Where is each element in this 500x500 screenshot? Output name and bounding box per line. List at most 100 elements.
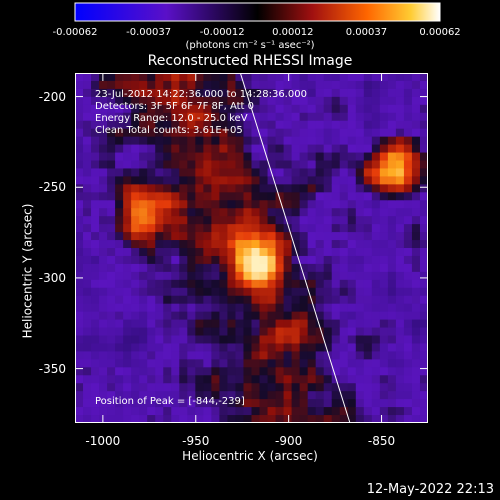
heatmap-cell xyxy=(131,255,140,265)
heatmap-cell xyxy=(355,160,365,170)
heatmap-cell xyxy=(403,407,413,416)
heatmap-cell xyxy=(339,208,349,217)
heatmap-cell xyxy=(299,232,309,241)
heatmap-cell xyxy=(323,136,333,146)
heatmap-cell xyxy=(299,383,309,392)
heatmap-cell xyxy=(179,152,188,162)
heatmap-cell xyxy=(419,128,428,138)
heatmap-cell xyxy=(243,136,253,146)
heatmap-cell xyxy=(307,96,317,106)
heatmap-cell xyxy=(131,128,140,138)
heatmap-cell xyxy=(155,73,164,82)
heatmap-cell xyxy=(387,263,397,273)
heatmap-cell xyxy=(419,391,428,400)
heatmap-cell xyxy=(411,232,421,241)
heatmap-cell xyxy=(299,319,309,329)
heatmap-cell xyxy=(219,343,229,352)
heatmap-cell xyxy=(355,287,365,297)
heatmap-cell xyxy=(195,128,204,138)
heatmap-cell xyxy=(179,327,188,337)
heatmap-cell xyxy=(379,399,389,408)
heatmap-cell xyxy=(395,104,405,114)
heatmap-cell xyxy=(227,279,237,289)
heatmap-cell xyxy=(283,399,293,408)
heatmap-cell xyxy=(187,200,196,209)
heatmap-cell xyxy=(259,263,269,273)
heatmap-cell xyxy=(371,96,381,106)
heatmap-cell xyxy=(299,112,309,122)
heatmap-cell xyxy=(131,335,140,345)
heatmap-cell xyxy=(115,208,124,217)
heatmap-cell xyxy=(139,240,148,249)
heatmap-cell xyxy=(363,391,373,400)
heatmap-cell xyxy=(131,152,140,162)
heatmap-cell xyxy=(179,216,188,225)
heatmap-cell xyxy=(99,240,108,249)
heatmap-cell xyxy=(419,255,428,265)
heatmap-cell xyxy=(99,415,108,423)
heatmap-cell xyxy=(363,128,373,138)
heatmap-cell xyxy=(323,168,333,177)
heatmap-cell xyxy=(355,295,365,305)
heatmap-cell xyxy=(163,367,172,376)
heatmap-cell xyxy=(211,287,221,297)
heatmap-cell xyxy=(315,208,325,217)
heatmap-cell xyxy=(371,136,381,146)
heatmap-cell xyxy=(291,303,301,313)
heatmap-cell xyxy=(371,383,381,392)
heatmap-cell xyxy=(315,383,325,392)
heatmap-cell xyxy=(171,255,180,265)
heatmap-cell xyxy=(115,120,124,130)
heatmap-cell xyxy=(411,160,421,170)
heatmap-cell xyxy=(243,144,253,154)
heatmap-cell xyxy=(195,144,204,154)
heatmap-cell xyxy=(291,271,301,281)
colorbar-tick-label: 0.00037 xyxy=(345,27,388,38)
heatmap-cell xyxy=(83,216,92,225)
heatmap-cell xyxy=(395,248,405,257)
heatmap-cell xyxy=(155,383,164,392)
heatmap-cell xyxy=(139,263,148,273)
heatmap-cell xyxy=(339,96,349,106)
heatmap-cell xyxy=(179,383,188,392)
heatmap-cell xyxy=(323,287,333,297)
heatmap-cell xyxy=(107,232,116,241)
heatmap-cell xyxy=(139,120,148,130)
heatmap-cell xyxy=(91,73,100,82)
heatmap-cell xyxy=(75,104,84,114)
heatmap-cell xyxy=(211,271,221,281)
heatmap-cell xyxy=(171,415,180,423)
heatmap-cell xyxy=(331,255,341,265)
heatmap-cell xyxy=(339,415,349,423)
heatmap-cell xyxy=(403,200,413,209)
heatmap-cell xyxy=(331,391,341,400)
heatmap-cell xyxy=(203,128,212,138)
heatmap-cell xyxy=(299,80,309,90)
heatmap-cell xyxy=(107,359,116,368)
heatmap-cell xyxy=(275,88,285,98)
heatmap-cell xyxy=(139,80,148,90)
heatmap-cell xyxy=(171,232,180,241)
heatmap-cell xyxy=(131,200,140,209)
heatmap-cell xyxy=(347,128,357,138)
heatmap-cell xyxy=(259,224,269,233)
heatmap-cell xyxy=(123,200,132,209)
heatmap-cell xyxy=(379,415,389,423)
heatmap-cell xyxy=(379,216,389,225)
heatmap-cell xyxy=(123,319,132,329)
heatmap-cell xyxy=(363,271,373,281)
heatmap-cell xyxy=(187,263,196,273)
heatmap-cell xyxy=(123,224,132,233)
heatmap-cell xyxy=(123,255,132,265)
heatmap-cell xyxy=(115,343,124,352)
heatmap-cell xyxy=(307,415,317,423)
heatmap-cell xyxy=(323,144,333,154)
heatmap-cell xyxy=(347,208,357,217)
heatmap-cell xyxy=(251,295,261,305)
heatmap-cell xyxy=(187,383,196,392)
heatmap-cell xyxy=(75,232,84,241)
heatmap-cell xyxy=(195,255,204,265)
heatmap-cell xyxy=(107,128,116,138)
heatmap-cell xyxy=(195,287,204,297)
heatmap-cell xyxy=(163,271,172,281)
